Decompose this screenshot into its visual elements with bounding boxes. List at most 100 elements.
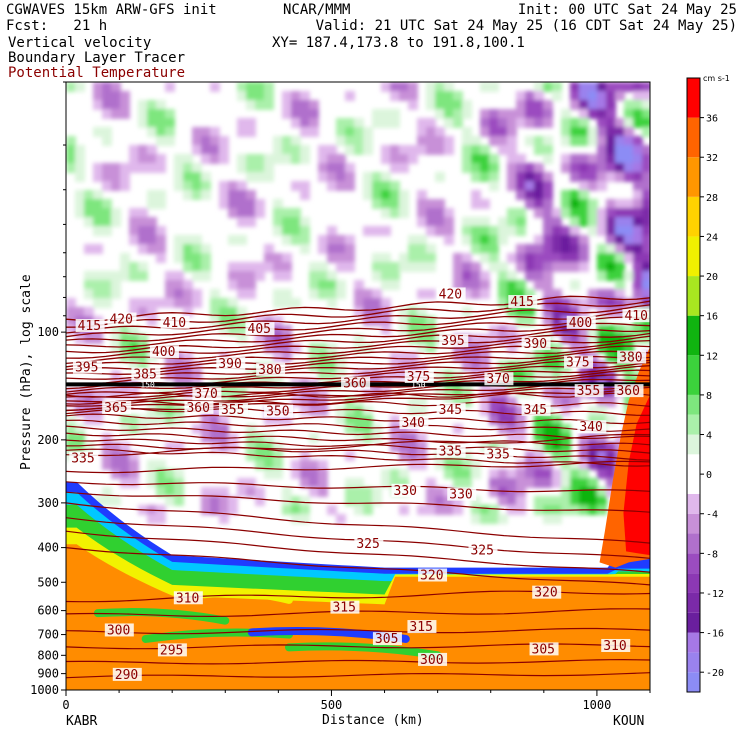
vertical-velocity-cell (129, 361, 139, 371)
vertical-velocity-cell (381, 271, 391, 281)
vertical-velocity-cell (552, 451, 562, 461)
vertical-velocity-cell (264, 172, 274, 182)
vertical-velocity-cell (255, 154, 265, 164)
vertical-velocity-cell (606, 136, 616, 146)
vertical-velocity-cell (516, 424, 526, 434)
isentrope-label: 325 (470, 544, 493, 559)
vertical-velocity-cell (309, 361, 319, 371)
vertical-velocity-cell (318, 172, 328, 182)
vertical-velocity-cell (570, 397, 580, 407)
vertical-velocity-cell (552, 226, 562, 236)
vertical-velocity-cell (345, 262, 355, 272)
vertical-velocity-cell (102, 442, 112, 452)
vertical-velocity-cell (633, 163, 643, 173)
vertical-velocity-cell (75, 307, 85, 317)
vertical-velocity-cell (363, 190, 373, 200)
vertical-velocity-cell (264, 244, 274, 254)
x-tick-label: 1000 (582, 698, 611, 712)
vertical-velocity-cell (507, 127, 517, 137)
vertical-velocity-cell (444, 496, 454, 506)
vertical-velocity-cell (480, 280, 490, 290)
vertical-velocity-cell (390, 442, 400, 452)
vertical-velocity-cell (282, 109, 292, 119)
isentrope-label: 345 (524, 403, 547, 418)
vertical-velocity-cell (525, 370, 535, 380)
vertical-velocity-cell (210, 487, 220, 497)
isentrope (66, 530, 650, 573)
vertical-velocity-cell (480, 271, 490, 281)
vertical-velocity-cell (579, 235, 589, 245)
vertical-velocity-cell (228, 298, 238, 308)
vertical-velocity-cell (75, 154, 85, 164)
vertical-velocity-cell (543, 307, 553, 317)
isentrope-label: 310 (603, 639, 626, 654)
vertical-velocity-cell (300, 217, 310, 227)
vertical-velocity-cell (219, 307, 229, 317)
vertical-velocity-cell (156, 487, 166, 497)
vertical-velocity-cell (300, 514, 310, 524)
isentrope-label-bg (407, 620, 437, 634)
vertical-velocity-cell (570, 253, 580, 263)
vertical-velocity-cell (300, 478, 310, 488)
vertical-velocity-cell (165, 388, 175, 398)
isentrope (66, 433, 650, 457)
vertical-velocity-cell (246, 172, 256, 182)
vertical-velocity-cell (372, 262, 382, 272)
vertical-velocity-cell (210, 298, 220, 308)
vertical-velocity-cell (489, 262, 499, 272)
colorbar-swatch (687, 592, 700, 613)
vertical-velocity-cell (111, 271, 121, 281)
vertical-velocity-cell (552, 514, 562, 524)
vertical-velocity-cell (606, 118, 616, 128)
vertical-velocity-cell (165, 118, 175, 128)
isentrope-label: 330 (449, 488, 472, 503)
vertical-velocity-cell (147, 100, 157, 110)
isentrope-label: 335 (439, 445, 462, 460)
vertical-velocity-cell (489, 406, 499, 416)
vertical-velocity-cell (426, 145, 436, 155)
vertical-velocity-cell (498, 415, 508, 425)
vertical-velocity-cell (507, 406, 517, 416)
vertical-velocity-cell (561, 496, 571, 506)
vertical-velocity-cell (498, 217, 508, 227)
vertical-velocity-cell (327, 172, 337, 182)
vertical-velocity-cell (291, 91, 301, 101)
vertical-velocity-cell (588, 136, 598, 146)
isentrope-label: 415 (510, 295, 533, 310)
vertical-velocity-cell (579, 82, 589, 92)
vertical-velocity-cell (345, 235, 355, 245)
vertical-velocity-cell (174, 442, 184, 452)
vertical-velocity-cell (543, 262, 553, 272)
vertical-velocity-cell (642, 199, 650, 209)
isentrope-label: 385 (133, 368, 156, 383)
vertical-velocity-cell (588, 199, 598, 209)
vertical-velocity-cell (111, 442, 121, 452)
vertical-velocity-cell (237, 334, 247, 344)
vertical-velocity-cell (588, 460, 598, 470)
vertical-velocity-cell (561, 316, 571, 326)
isentrope-label: 360 (616, 384, 639, 399)
vertical-velocity-cell (183, 370, 193, 380)
vertical-velocity-cell (255, 433, 265, 443)
vertical-velocity-cell (597, 451, 607, 461)
vertical-velocity-cell (561, 190, 571, 200)
vertical-velocity-cell (246, 289, 256, 299)
vertical-velocity-cell (336, 244, 346, 254)
vertical-velocity-cell (426, 334, 436, 344)
vertical-velocity-cell (561, 334, 571, 344)
vertical-velocity-cell (435, 136, 445, 146)
vertical-velocity-cell (399, 262, 409, 272)
vertical-velocity-cell (399, 370, 409, 380)
vertical-velocity-cell (444, 91, 454, 101)
vertical-velocity-cell (471, 460, 481, 470)
vertical-velocity-cell (534, 145, 544, 155)
vertical-velocity-cell (462, 217, 472, 227)
vertical-velocity-cell (147, 145, 157, 155)
vertical-velocity-cell (435, 109, 445, 119)
vertical-velocity-cell (111, 217, 121, 227)
vertical-velocity-cell (606, 244, 616, 254)
vertical-velocity-cell (633, 280, 643, 290)
vertical-velocity-cell (192, 127, 202, 137)
vertical-velocity-cell (156, 118, 166, 128)
vertical-velocity-cell (390, 361, 400, 371)
